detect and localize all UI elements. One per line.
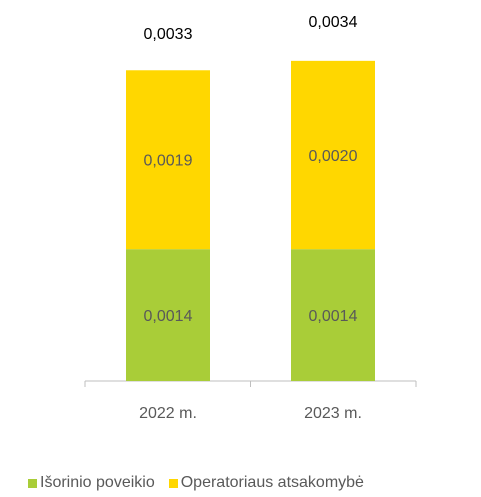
data-label-operatoriaus-0: 0,0019 xyxy=(144,153,193,170)
total-label-0: 0,0033 xyxy=(144,26,193,43)
bar-isorinio-1 xyxy=(291,249,375,381)
data-label-isorinio-1: 0,0014 xyxy=(309,308,358,325)
data-label-isorinio-0: 0,0014 xyxy=(144,308,193,325)
x-tick-label-0: 2022 m. xyxy=(139,405,197,422)
legend: Išorinio poveikio Operatoriaus atsakomyb… xyxy=(28,474,364,492)
x-tick-label-1: 2023 m. xyxy=(304,405,362,422)
legend-label-isorinio: Išorinio poveikio xyxy=(40,474,155,491)
legend-swatch-operatoriaus xyxy=(168,478,178,488)
legend-swatch-isorinio xyxy=(28,478,37,488)
legend-item-isorinio: Išorinio poveikio xyxy=(28,474,155,492)
data-label-operatoriaus-1: 0,0020 xyxy=(309,148,358,165)
bar-operatoriaus-1 xyxy=(291,60,375,250)
legend-label-operatoriaus: Operatoriaus atsakomybė xyxy=(180,474,364,491)
total-label-1: 0,0034 xyxy=(309,14,358,31)
legend-item-operatoriaus: Operatoriaus atsakomybė xyxy=(168,474,364,492)
bar-isorinio-0 xyxy=(126,249,210,381)
bar-operatoriaus-0 xyxy=(126,70,210,250)
